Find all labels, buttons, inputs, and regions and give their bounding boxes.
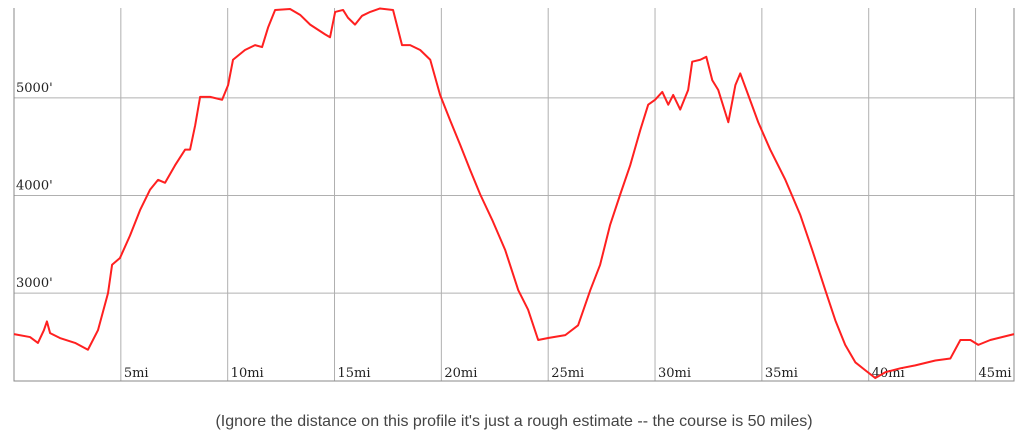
x-tick-label: 15mi bbox=[338, 366, 371, 381]
y-tick-label: 4000' bbox=[16, 178, 53, 193]
elevation-line bbox=[13, 7, 1015, 380]
y-tick-label: 5000' bbox=[16, 81, 53, 96]
y-tick-label: 3000' bbox=[16, 276, 53, 291]
x-tick-label: 30mi bbox=[658, 366, 691, 381]
plot-frame bbox=[13, 8, 1015, 382]
caption: (Ignore the distance on this profile it'… bbox=[215, 413, 812, 430]
x-tick-label: 45mi bbox=[979, 366, 1012, 381]
x-tick-label: 20mi bbox=[444, 366, 477, 381]
x-tick-label: 35mi bbox=[765, 366, 798, 381]
x-tick-label: 25mi bbox=[551, 366, 584, 381]
x-tick-label: 5mi bbox=[124, 366, 149, 381]
x-tick-label: 10mi bbox=[231, 366, 264, 381]
